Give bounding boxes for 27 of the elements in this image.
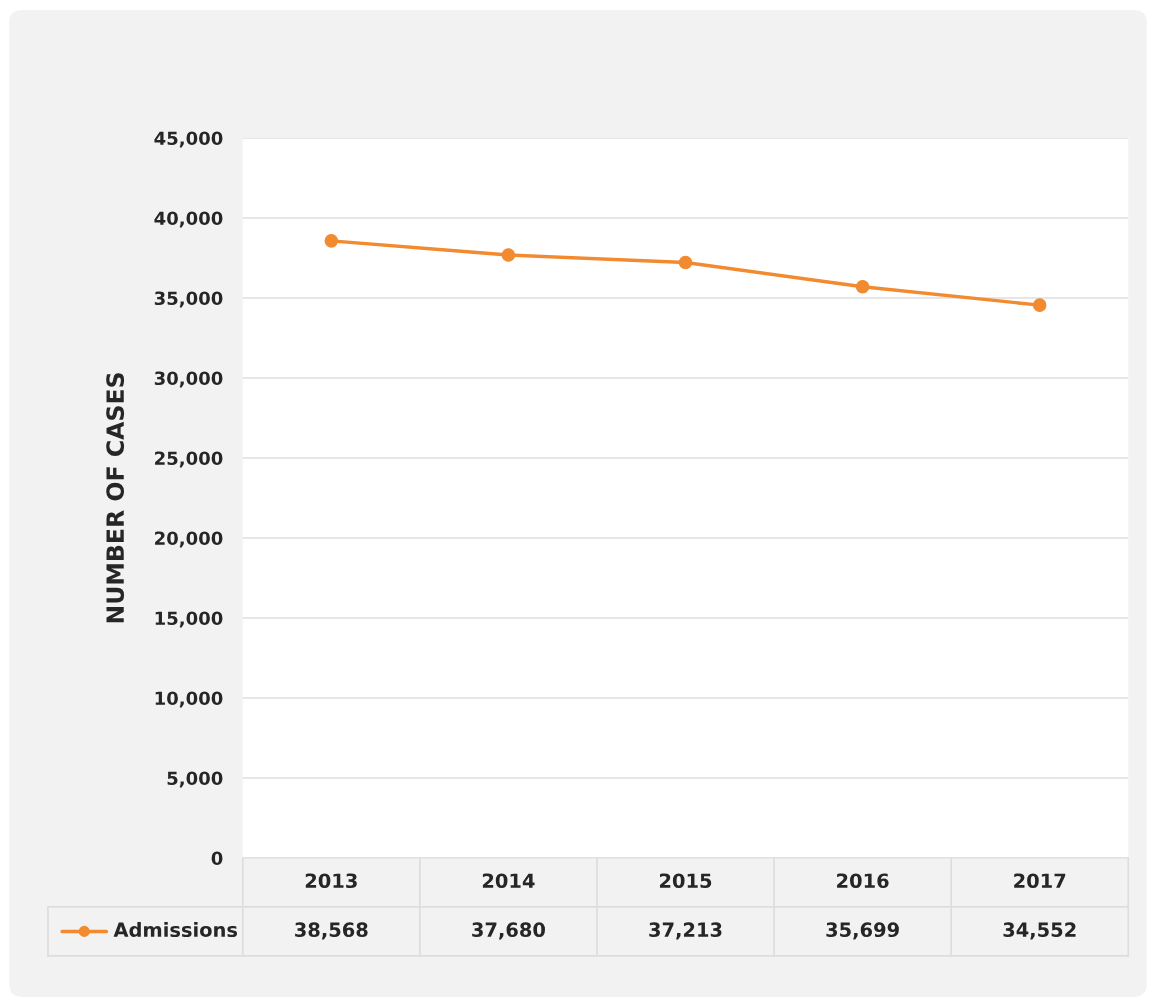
point — [678, 255, 693, 270]
y-tick-label: 40,000 — [154, 211, 223, 228]
point — [1032, 298, 1047, 312]
data-label: 37,213 — [649, 922, 722, 940]
x-tick-label: 2016 — [837, 873, 889, 889]
point — [501, 248, 516, 262]
data-label: 34,552 — [1003, 922, 1076, 940]
y-tick-label: 25,000 — [155, 451, 223, 468]
x-tick-label: 2015 — [659, 873, 712, 889]
y-tick-label: 10,000 — [155, 691, 223, 708]
data-label: 38,568 — [295, 922, 368, 940]
y-tick-label: 30,000 — [154, 371, 223, 388]
y-tick-label: 0 — [211, 851, 223, 866]
legend-label: Admissions — [113, 922, 238, 938]
point — [855, 280, 870, 294]
x-tick-label: 2014 — [482, 873, 535, 889]
y-tick-label: 15,000 — [155, 611, 223, 628]
y-axis-title: NUMBER OF CASES — [106, 373, 125, 623]
x-tick-label: 2013 — [305, 873, 357, 889]
data-label: 37,680 — [472, 922, 545, 940]
point — [324, 234, 339, 248]
y-tick-label: 5,000 — [167, 771, 223, 788]
y-tick-label: 35,000 — [154, 291, 223, 308]
x-tick-label: 2017 — [1014, 873, 1066, 889]
data-label: 35,699 — [826, 922, 899, 940]
y-tick-label: 45,000 — [154, 131, 223, 148]
y-tick-label: 20,000 — [155, 531, 223, 548]
